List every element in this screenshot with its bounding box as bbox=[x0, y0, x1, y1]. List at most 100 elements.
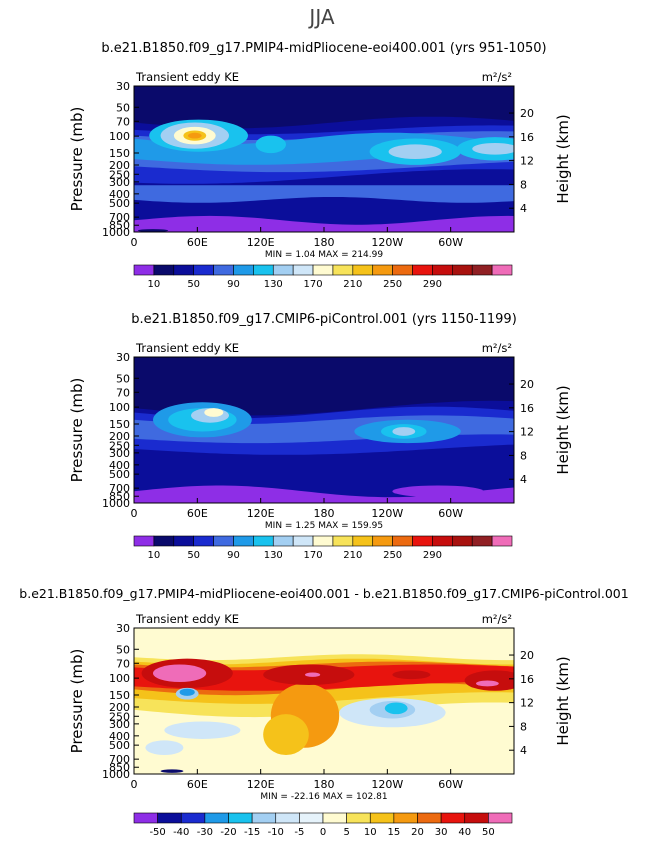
contour-blob-7 bbox=[392, 670, 431, 680]
colorbar-box bbox=[153, 535, 175, 547]
x-tick-label: 180 bbox=[314, 778, 335, 791]
contour-field bbox=[134, 628, 514, 774]
y-tick-label: 850 bbox=[109, 219, 130, 232]
x-tick-label: 120W bbox=[371, 236, 403, 249]
colorbar-box bbox=[133, 812, 158, 824]
colorbar-label: 50 bbox=[187, 550, 200, 561]
contour-blob-11 bbox=[179, 688, 195, 696]
y-tick-label: 1000 bbox=[102, 768, 130, 781]
contour-field bbox=[134, 357, 514, 503]
colorbar-box bbox=[392, 264, 413, 276]
colorbar-box bbox=[332, 264, 354, 276]
colorbar-box bbox=[133, 264, 155, 276]
y-right-tick-label: 4 bbox=[520, 473, 527, 486]
y-right-tick-label: 16 bbox=[520, 131, 534, 144]
x-tick-label: 60E bbox=[187, 236, 208, 249]
y-tick-label: 30 bbox=[116, 80, 130, 93]
y-tick-label: 50 bbox=[116, 372, 130, 385]
y-tick-label: 50 bbox=[116, 643, 130, 656]
contour-band-6 bbox=[134, 215, 514, 232]
colorbar-box bbox=[452, 535, 473, 547]
y-axis-label: Pressure (mb) bbox=[68, 107, 86, 212]
y-axis-label: Pressure (mb) bbox=[68, 649, 86, 754]
y-tick-label: 1000 bbox=[102, 497, 130, 510]
colorbar-box bbox=[204, 812, 229, 824]
colorbar-label: 20 bbox=[411, 827, 424, 838]
panels: b.e21.B1850.f09_g17.PMIP4-midPliocene-eo… bbox=[19, 41, 628, 838]
contour-blob-8 bbox=[464, 670, 514, 691]
colorbar-label: 130 bbox=[264, 279, 283, 290]
contour-blob-4 bbox=[204, 408, 224, 417]
colorbar-box bbox=[471, 264, 493, 276]
colorbar-label: 250 bbox=[383, 279, 402, 290]
colorbar-label: -30 bbox=[197, 827, 213, 838]
x-tick-label: 120E bbox=[247, 236, 275, 249]
colorbar-box bbox=[471, 535, 493, 547]
colorbar-box bbox=[432, 264, 453, 276]
colorbar-label: -50 bbox=[149, 827, 165, 838]
y-right-tick-label: 4 bbox=[520, 744, 527, 757]
colorbar-box bbox=[392, 535, 413, 547]
colorbar-box bbox=[253, 535, 274, 547]
panel-3: b.e21.B1850.f09_g17.PMIP4-midPliocene-eo… bbox=[19, 586, 628, 838]
colorbar-box bbox=[369, 812, 395, 824]
contour-band-4 bbox=[134, 485, 514, 503]
colorbar-box bbox=[412, 535, 433, 547]
colorbar-box bbox=[213, 535, 234, 547]
colorbar-label: 170 bbox=[304, 550, 323, 561]
colorbar-box bbox=[292, 264, 314, 276]
y-tick-label: 300 bbox=[109, 176, 130, 189]
colorbar-box bbox=[332, 535, 354, 547]
y-tick-label: 30 bbox=[116, 351, 130, 364]
colorbar-label: 50 bbox=[482, 827, 495, 838]
contour-blob-2 bbox=[263, 714, 309, 756]
contour-blob-10 bbox=[472, 142, 514, 155]
colorbar-box bbox=[488, 812, 513, 824]
colorbar-label: 130 bbox=[264, 550, 283, 561]
left-label: Transient eddy KE bbox=[135, 70, 239, 84]
y-tick-label: 300 bbox=[109, 718, 130, 731]
colorbar-box bbox=[346, 812, 371, 824]
x-tick-label: 60W bbox=[438, 778, 463, 791]
y-tick-label: 150 bbox=[109, 418, 130, 431]
colorbar-label: 30 bbox=[435, 827, 448, 838]
y-right-tick-label: 12 bbox=[520, 426, 534, 439]
colorbar-label: -20 bbox=[220, 827, 236, 838]
colorbar-box bbox=[372, 535, 393, 547]
colorbar-box bbox=[272, 264, 294, 276]
y-tick-label: 150 bbox=[109, 147, 130, 160]
y-tick-label: 100 bbox=[109, 401, 130, 414]
contour-blob-6 bbox=[255, 135, 286, 154]
contour-band-1 bbox=[134, 357, 514, 416]
colorbar-label: 250 bbox=[383, 550, 402, 561]
contour-blob-6 bbox=[305, 672, 321, 677]
y-tick-label: 200 bbox=[109, 159, 130, 172]
colorbar-box bbox=[272, 535, 294, 547]
colorbar-box bbox=[491, 535, 513, 547]
colorbar-label: 10 bbox=[364, 827, 377, 838]
colorbar-label: 210 bbox=[343, 550, 362, 561]
x-tick-label: 120W bbox=[371, 778, 403, 791]
contour-band-5 bbox=[134, 185, 514, 203]
colorbar-box bbox=[312, 264, 334, 276]
colorbar-box bbox=[432, 535, 453, 547]
left-label: Transient eddy KE bbox=[135, 612, 239, 626]
contour-blob-15 bbox=[164, 721, 241, 739]
x-tick-label: 0 bbox=[131, 236, 138, 249]
colorbar-label: 170 bbox=[304, 279, 323, 290]
units-label: m²/s² bbox=[482, 612, 512, 626]
colorbar-label: -40 bbox=[173, 827, 189, 838]
left-label: Transient eddy KE bbox=[135, 341, 239, 355]
y-tick-label: 700 bbox=[109, 211, 130, 224]
colorbar-label: 0 bbox=[320, 827, 326, 838]
x-tick-label: 60W bbox=[438, 236, 463, 249]
x-tick-label: 120E bbox=[247, 507, 275, 520]
colorbar-box bbox=[193, 535, 214, 547]
y-tick-label: 30 bbox=[116, 622, 130, 635]
colorbar-box bbox=[153, 264, 175, 276]
colorbar-box bbox=[253, 264, 274, 276]
colorbar-box bbox=[312, 535, 334, 547]
panel-title: b.e21.B1850.f09_g17.PMIP4-midPliocene-eo… bbox=[101, 41, 546, 56]
colorbar-box bbox=[372, 264, 393, 276]
units-label: m²/s² bbox=[482, 341, 512, 355]
